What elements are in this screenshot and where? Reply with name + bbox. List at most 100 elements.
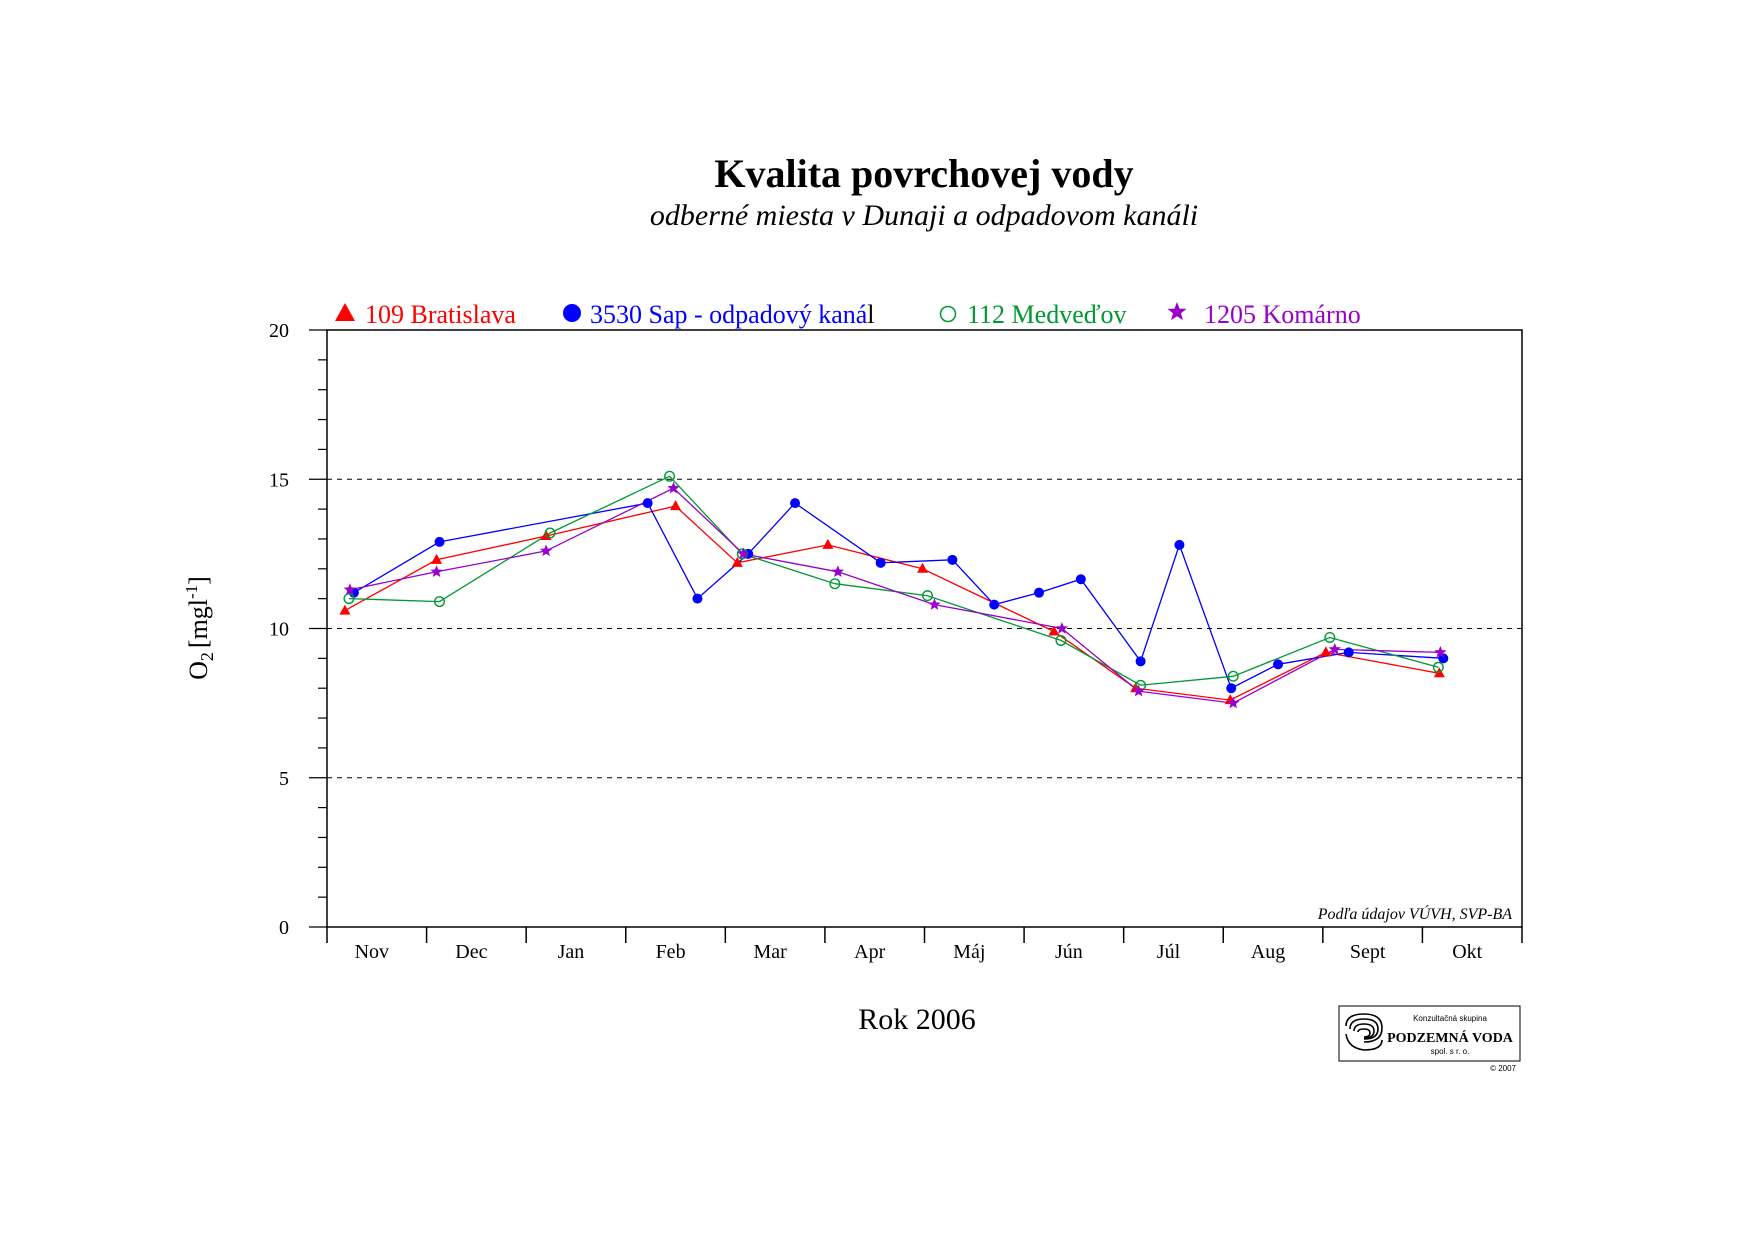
data-point-open-circle <box>1055 634 1067 646</box>
data-point-triangle <box>731 556 743 567</box>
legend: 109 Bratislava 3530 Sap - odpadový kanál… <box>335 300 1361 329</box>
data-point-circle <box>642 498 653 509</box>
x-tick-label: Jan <box>558 941 585 963</box>
data-point-circle <box>692 593 703 604</box>
data-point-star <box>831 565 844 577</box>
series-line <box>344 505 1440 701</box>
plot-frame <box>326 329 1523 928</box>
series-line <box>348 475 1439 686</box>
y-axis-label-close: ] <box>184 576 213 585</box>
data-point-circle <box>1226 683 1237 694</box>
data-point-open-circle <box>434 596 446 608</box>
legend-label-komarno: 1205 Komárno <box>1204 300 1361 329</box>
data-point-star <box>539 544 553 557</box>
legend-marker-circle <box>563 304 581 322</box>
legend-item-bratislava: 109 Bratislava <box>335 300 516 329</box>
x-tick-label: Apr <box>854 941 885 963</box>
data-point-circle <box>1273 659 1284 670</box>
chart-title: Kvalita povrchovej vody <box>714 151 1133 196</box>
data-point-open-circle <box>1324 631 1336 643</box>
y-axis-label-main: O <box>184 661 213 680</box>
data-point-circle <box>1343 647 1354 658</box>
data-point-star <box>430 565 443 577</box>
data-point-circle <box>790 498 801 509</box>
x-axis-label: Rok 2006 <box>858 1003 976 1036</box>
x-tick-label: Okt <box>1452 941 1482 963</box>
data-point-open-circle <box>736 548 748 560</box>
data-point-open-circle <box>664 470 676 482</box>
y-axis-label: O2 [mgl-1] <box>182 576 217 680</box>
data-point-circle <box>989 599 1000 610</box>
series <box>339 470 1449 709</box>
y-tick-label: 15 <box>269 469 289 491</box>
legend-item-komarno: 1205 Komárno <box>1167 300 1361 329</box>
y-axis-label-unit: [mgl <box>184 599 213 648</box>
legend-item-medvedov: 112 Medveďov <box>939 300 1127 329</box>
legend-label-sap: 3530 Sap - odpadový kanál <box>590 300 875 329</box>
data-point-triangle <box>1320 646 1332 657</box>
data-point-circle <box>875 557 886 568</box>
x-tick-label: Nov <box>355 941 389 963</box>
data-point-open-circle <box>544 527 556 539</box>
x-tick-label: Jún <box>1055 941 1083 963</box>
data-point-triangle <box>917 562 929 573</box>
source-note: Podľa údajov VÚVH, SVP-BA <box>1317 904 1512 923</box>
data-point-open-circle <box>1432 661 1444 673</box>
x-tick-label: Mar <box>753 941 787 963</box>
data-point-circle <box>1174 539 1185 550</box>
legend-label-medvedov: 112 Medveďov <box>967 300 1127 329</box>
y-tick-label: 0 <box>279 917 289 939</box>
y-axis-label-subscript: 2 <box>197 652 217 661</box>
y-tick-label: 10 <box>269 619 289 641</box>
x-tick-label: Dec <box>455 941 487 963</box>
data-point-open-circle <box>829 578 841 590</box>
x-tick-label: Feb <box>656 941 686 963</box>
data-point-star <box>667 481 680 494</box>
data-point-circle <box>1438 653 1449 664</box>
axes: 0 5 10 15 20 Nov Dec Jan Feb Mar Apr Máj Jún Júl Aug Se… <box>269 320 1523 963</box>
data-point-triangle <box>1048 625 1060 636</box>
company-logo: Konzultačná skupina PODZEMNÁ VODA spol. … <box>1338 1005 1521 1073</box>
logo-line1: Konzultačná skupina <box>1413 1014 1487 1023</box>
data-point-star <box>1434 645 1447 658</box>
legend-marker-triangle <box>335 303 355 321</box>
legend-label-sap-main: 3530 Sap - odpadový kaná <box>590 300 868 329</box>
data-point-circle <box>1034 587 1045 598</box>
data-point-triangle <box>431 553 443 564</box>
data-point-circle <box>1135 656 1146 667</box>
data-point-star <box>1227 696 1240 709</box>
y-tick-label: 20 <box>269 320 289 342</box>
series-line <box>349 487 1441 704</box>
data-point-star <box>737 547 750 560</box>
data-point-triangle <box>670 500 682 511</box>
data-point-star <box>343 583 357 595</box>
data-point-open-circle <box>1227 670 1239 682</box>
grid <box>327 478 1522 779</box>
legend-item-sap: 3530 Sap - odpadový kanál <box>563 300 875 329</box>
logo-copyright: © 2007 <box>1490 1064 1516 1073</box>
data-point-star <box>1132 684 1145 697</box>
data-point-star <box>1055 622 1069 634</box>
data-point-open-circle <box>921 590 933 602</box>
chart-subtitle: odberné miesta v Dunaji a odpadovom kaná… <box>650 199 1198 232</box>
logo-fingerprint-icon <box>1345 1013 1383 1051</box>
legend-label-sap-suffix: l <box>867 300 874 329</box>
data-point-circle <box>1075 574 1086 585</box>
data-point-star <box>928 598 941 610</box>
legend-label-bratislava: 109 Bratislava <box>365 300 516 329</box>
x-tick-label: Sept <box>1350 941 1386 963</box>
data-point-triangle <box>822 538 834 549</box>
x-tick-label: Júl <box>1157 941 1181 963</box>
data-point-open-circle <box>343 593 355 605</box>
logo-line3: spol. s r. o. <box>1431 1047 1470 1056</box>
data-point-circle <box>434 536 445 547</box>
y-tick-label: 5 <box>279 768 289 790</box>
data-point-triangle <box>339 604 351 615</box>
legend-marker-star <box>1167 302 1187 321</box>
data-point-circle <box>947 554 958 565</box>
x-tick-label: Aug <box>1251 941 1285 963</box>
data-point-star <box>1328 642 1341 655</box>
logo-line2: PODZEMNÁ VODA <box>1387 1029 1514 1046</box>
legend-marker-open-circle <box>939 305 957 323</box>
